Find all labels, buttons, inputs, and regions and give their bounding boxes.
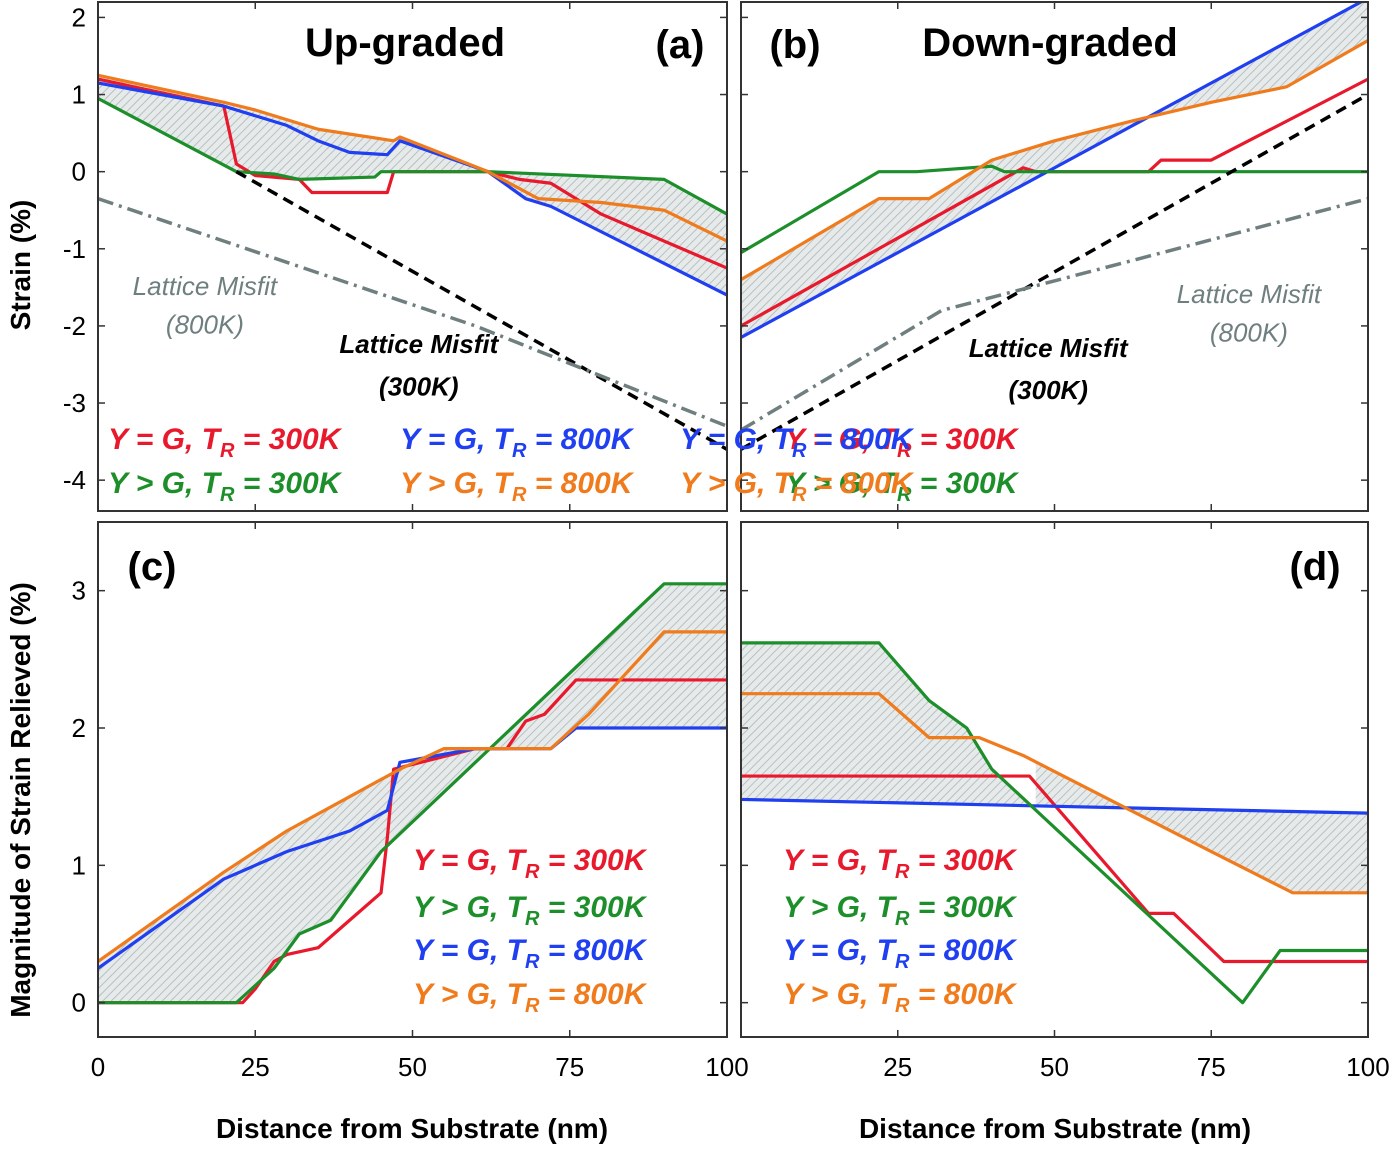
panel-b-legend-orange: Y > G, TR = 800K bbox=[680, 467, 915, 506]
panel-c-ytick-label: 2 bbox=[72, 713, 86, 743]
panel-c-xtick-label: 50 bbox=[398, 1052, 427, 1082]
panel-a-legend-blue: Y = G, TR = 800K bbox=[400, 423, 635, 462]
panel-b-series-orange bbox=[741, 39, 1368, 282]
panel-b-annotation: Lattice Misfit bbox=[969, 333, 1129, 363]
panel-d-series-red bbox=[741, 774, 1368, 964]
panel-d-legend-green: Y > G, TR = 300K bbox=[783, 891, 1018, 930]
panel-c-legend-green: Y > G, TR = 300K bbox=[413, 891, 648, 930]
panel-c-ytick-label: 0 bbox=[72, 988, 86, 1018]
panel-b-legend-blue: Y = G, TR = 800K bbox=[680, 423, 915, 462]
panel-a-legend-green: Y > G, TR = 300K bbox=[108, 467, 343, 506]
panel-a-title: Up-graded bbox=[305, 21, 505, 65]
panel-c-label: (c) bbox=[128, 545, 177, 589]
panel-d-xtick-label: 100 bbox=[1346, 1052, 1389, 1082]
panel-a-ytick-label: -2 bbox=[63, 311, 86, 341]
panel-a-series-red bbox=[98, 77, 727, 270]
y-axis-label-relieved: Magnitude of Strain Relieved (%) bbox=[5, 582, 36, 1018]
panel-c-ytick-label: 1 bbox=[72, 850, 86, 880]
panel-a-series-black-dashed bbox=[235, 170, 727, 451]
panel-d-xtick-label: 75 bbox=[1197, 1052, 1226, 1082]
panel-c-legend-blue: Y = G, TR = 800K bbox=[413, 934, 648, 973]
panel-d-legend-blue: Y = G, TR = 800K bbox=[783, 934, 1018, 973]
panel-d-shaded-band bbox=[741, 642, 1036, 811]
panel-a-ytick-label: -1 bbox=[63, 234, 86, 264]
panel-a-series-orange bbox=[98, 73, 727, 243]
panel-c-series-orange bbox=[98, 630, 727, 963]
panel-c-ytick-label: 3 bbox=[72, 576, 86, 606]
panel-b-title: Down-graded bbox=[922, 21, 1178, 65]
panel-d-label: (d) bbox=[1289, 545, 1340, 589]
panel-a-legend-orange: Y > G, TR = 800K bbox=[400, 467, 635, 506]
panel-d-xtick-label: 50 bbox=[1040, 1052, 1069, 1082]
panel-b-annotation: (800K) bbox=[1210, 317, 1288, 347]
x-axis-label-right: Distance from Substrate (nm) bbox=[859, 1113, 1251, 1144]
y-axis-label-strain: Strain (%) bbox=[5, 200, 36, 331]
panel-b-legend-green: Y > G, TR = 300K bbox=[785, 467, 1020, 506]
panel-a-ytick-label: 2 bbox=[72, 2, 86, 32]
panel-a-series-blue bbox=[98, 81, 727, 297]
panel-b-label: (b) bbox=[769, 23, 820, 67]
panel-d-xtick-label: 25 bbox=[883, 1052, 912, 1082]
panel-b-annotation: (300K) bbox=[1008, 375, 1087, 405]
panel-c-legend-red: Y = G, TR = 300K bbox=[413, 844, 648, 883]
panel-a-annotation: (800K) bbox=[166, 310, 244, 340]
panel-b-series-black-dashed bbox=[741, 93, 1368, 451]
panel-c-xtick-label: 25 bbox=[241, 1052, 270, 1082]
panel-d-legend-orange: Y > G, TR = 800K bbox=[783, 978, 1018, 1017]
panel-b-series-gray-dashdot bbox=[741, 196, 1368, 432]
panel-b-legend-red: Y = G, TR = 300K bbox=[785, 423, 1020, 462]
panel-a-label: (a) bbox=[656, 23, 705, 67]
panel-a-series-gray-dashdot bbox=[98, 197, 727, 428]
panel-a-ytick-label: -4 bbox=[63, 465, 86, 495]
panel-b-series-green bbox=[741, 164, 1368, 255]
panel-a-ytick-label: 0 bbox=[72, 157, 86, 187]
panel-d-shaded-band-2 bbox=[1035, 761, 1368, 893]
panel-d-legend-red: Y = G, TR = 300K bbox=[783, 844, 1018, 883]
panel-a-annotation: Lattice Misfit bbox=[339, 329, 499, 359]
panel-d-series-blue bbox=[741, 797, 1368, 815]
panel-a-annotation: (300K) bbox=[379, 371, 458, 401]
panel-c-xtick-label: 75 bbox=[555, 1052, 584, 1082]
panel-b-shaded-band bbox=[741, 2, 1368, 338]
panel-b-annotation: Lattice Misfit bbox=[1177, 279, 1323, 309]
panel-d-series-green bbox=[741, 641, 1368, 1005]
panel-b-series-blue bbox=[741, 2, 1365, 339]
panel-c-xtick-label: 100 bbox=[705, 1052, 748, 1082]
panel-a-ytick-label: 1 bbox=[72, 80, 86, 110]
panel-c-series-green bbox=[98, 582, 727, 1005]
panel-a-legend-red: Y = G, TR = 300K bbox=[108, 423, 343, 462]
panel-a-annotation: Lattice Misfit bbox=[133, 271, 279, 301]
panel-a-series-green bbox=[98, 96, 727, 216]
panel-d-series-orange bbox=[741, 692, 1368, 895]
panel-c-xtick-label: 0 bbox=[91, 1052, 105, 1082]
x-axis-label-left: Distance from Substrate (nm) bbox=[216, 1113, 608, 1144]
panel-a-ytick-label: -3 bbox=[63, 388, 86, 418]
panel-c-legend-orange: Y > G, TR = 800K bbox=[413, 978, 648, 1017]
